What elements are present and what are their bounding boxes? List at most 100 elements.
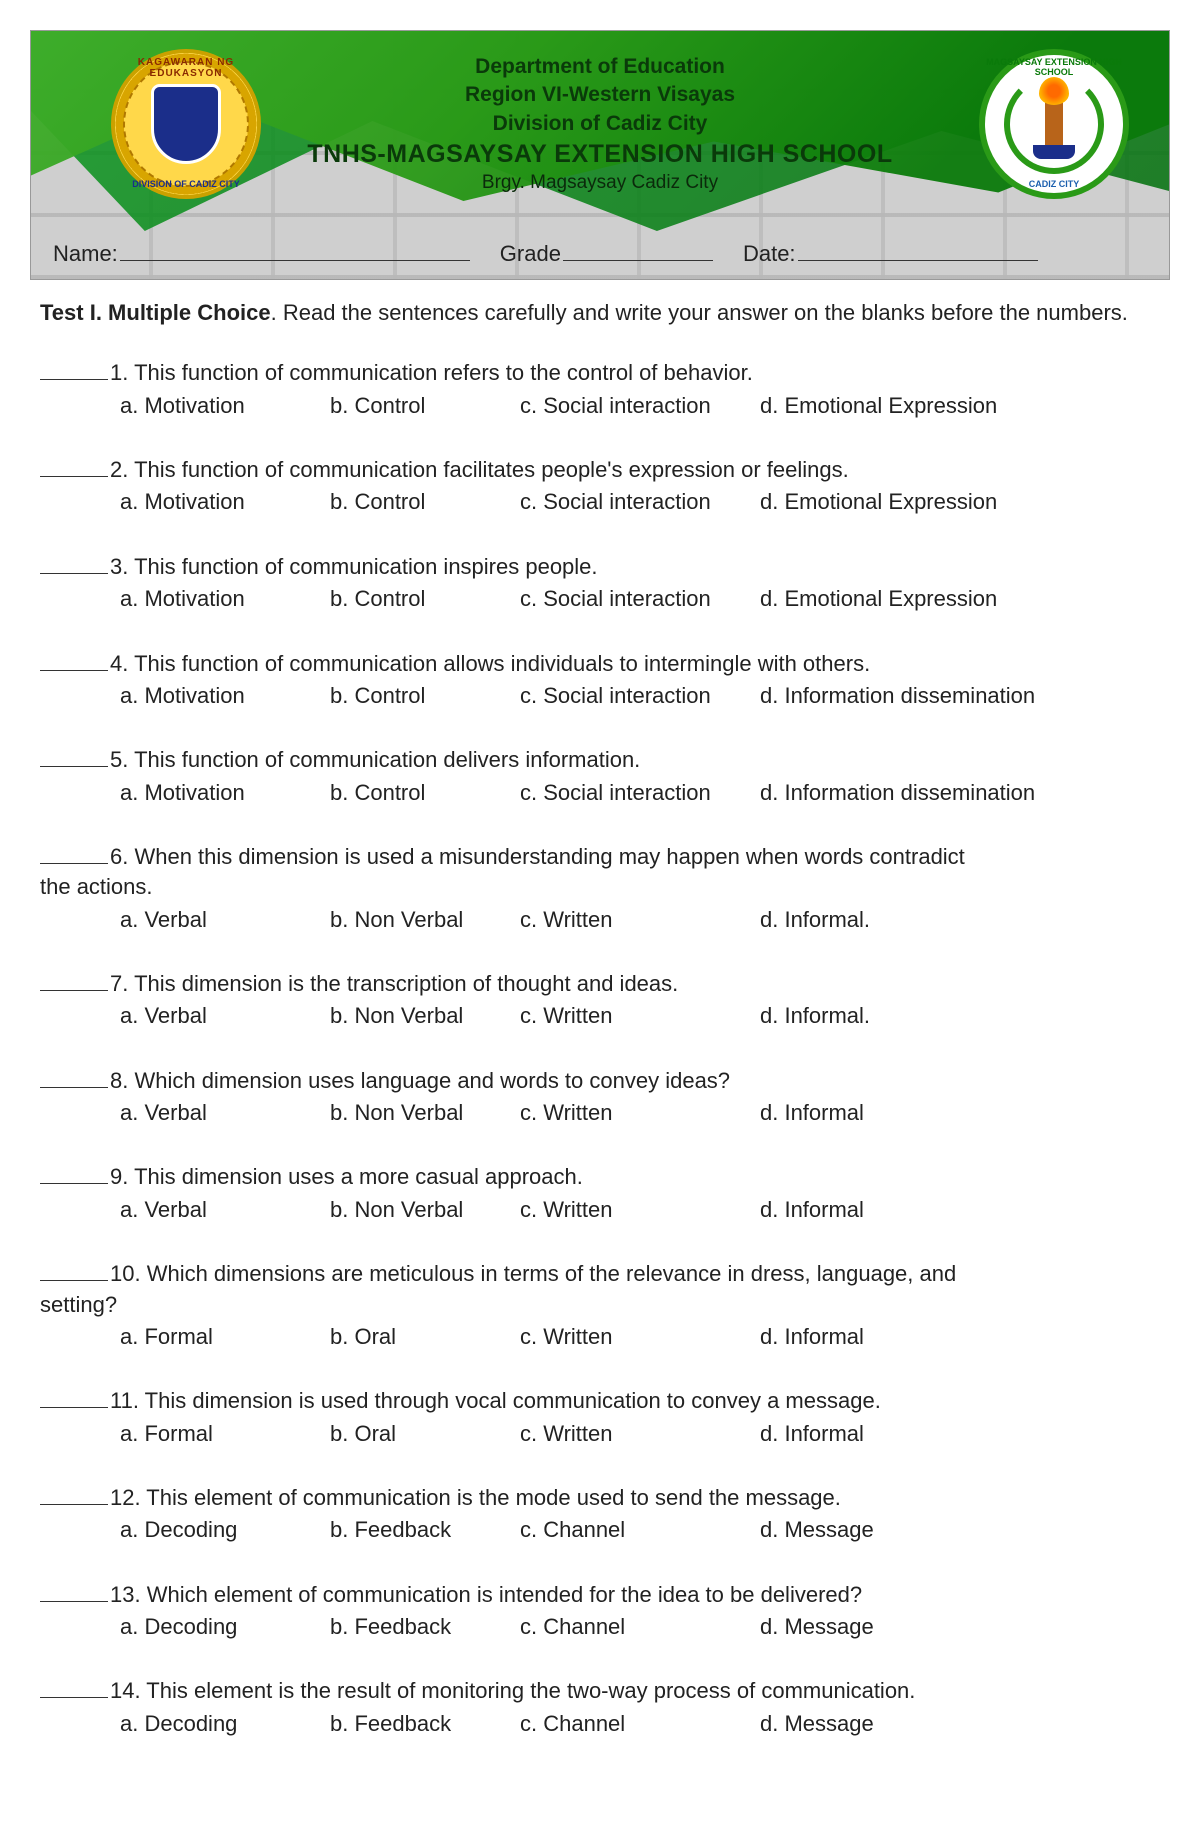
answer-blank[interactable]	[40, 1261, 108, 1281]
question: 2. This function of communication facili…	[40, 455, 1160, 518]
options-row: a. Motivationb. Controlc. Social interac…	[40, 391, 1160, 421]
options-row: a. Formalb. Oralc. Writtend. Informal	[40, 1419, 1160, 1449]
content: Test I. Multiple Choice. Read the senten…	[30, 280, 1170, 1739]
answer-blank[interactable]	[40, 747, 108, 767]
question-stem-row: 4. This function of communication allows…	[40, 649, 1160, 679]
question-stem-row: 11. This dimension is used through vocal…	[40, 1386, 1160, 1416]
question-stem-wrap: setting?	[40, 1290, 1160, 1320]
option: a. Formal	[120, 1322, 330, 1352]
grade-blank[interactable]	[563, 239, 713, 261]
header-division: Division of Cadiz City	[31, 110, 1169, 138]
option: d. Informal	[760, 1419, 1160, 1449]
option: b. Feedback	[330, 1515, 520, 1545]
question-stem: 6. When this dimension is used a misunde…	[110, 842, 965, 872]
answer-blank[interactable]	[40, 971, 108, 991]
option: d. Message	[760, 1709, 1160, 1739]
name-blank[interactable]	[120, 239, 470, 261]
option: c. Social interaction	[520, 778, 760, 808]
options-row: a. Motivationb. Controlc. Social interac…	[40, 487, 1160, 517]
grade-label: Grade	[500, 241, 561, 267]
option: c. Channel	[520, 1612, 760, 1642]
option: b. Feedback	[330, 1709, 520, 1739]
option: b. Oral	[330, 1419, 520, 1449]
question-stem: 7. This dimension is the transcription o…	[110, 969, 678, 999]
header-address: Brgy. Magsaysay Cadiz City	[31, 172, 1169, 194]
option: b. Feedback	[330, 1612, 520, 1642]
option: b. Non Verbal	[330, 1195, 520, 1225]
question-stem: 12. This element of communication is the…	[110, 1483, 841, 1513]
question: 8. Which dimension uses language and wor…	[40, 1066, 1160, 1129]
question-stem-row: 9. This dimension uses a more casual app…	[40, 1162, 1160, 1192]
options-row: a. Decodingb. Feedbackc. Channeld. Messa…	[40, 1709, 1160, 1739]
option: d. Emotional Expression	[760, 584, 1160, 614]
option: a. Motivation	[120, 584, 330, 614]
question-stem: 8. Which dimension uses language and wor…	[110, 1066, 730, 1096]
option: b. Oral	[330, 1322, 520, 1352]
question: 14. This element is the result of monito…	[40, 1676, 1160, 1739]
option: b. Non Verbal	[330, 1001, 520, 1031]
header-school: TNHS-MAGSAYSAY EXTENSION HIGH SCHOOL	[31, 138, 1169, 172]
options-row: a. Decodingb. Feedbackc. Channeld. Messa…	[40, 1612, 1160, 1642]
question-stem: 14. This element is the result of monito…	[110, 1676, 915, 1706]
question-stem-row: 5. This function of communication delive…	[40, 745, 1160, 775]
option: a. Decoding	[120, 1709, 330, 1739]
option: c. Channel	[520, 1515, 760, 1545]
question-stem: 9. This dimension uses a more casual app…	[110, 1162, 583, 1192]
answer-blank[interactable]	[40, 651, 108, 671]
question-stem: 1. This function of communication refers…	[110, 358, 753, 388]
option: d. Informal.	[760, 1001, 1160, 1031]
options-row: a. Motivationb. Controlc. Social interac…	[40, 778, 1160, 808]
question-stem-row: 7. This dimension is the transcription o…	[40, 969, 1160, 999]
question-stem-row: 1. This function of communication refers…	[40, 358, 1160, 388]
option: b. Non Verbal	[330, 1098, 520, 1128]
test-heading: Test I. Multiple Choice. Read the senten…	[40, 298, 1160, 328]
answer-blank[interactable]	[40, 457, 108, 477]
question-stem-row: 10. Which dimensions are meticulous in t…	[40, 1259, 1160, 1289]
option: a. Verbal	[120, 1001, 330, 1031]
page: KAGAWARAN NG EDUKASYON DIVISION OF CADIZ…	[0, 0, 1200, 1833]
header-banner: KAGAWARAN NG EDUKASYON DIVISION OF CADIZ…	[30, 30, 1170, 280]
answer-blank[interactable]	[40, 1164, 108, 1184]
question-stem: 10. Which dimensions are meticulous in t…	[110, 1259, 956, 1289]
answer-blank[interactable]	[40, 360, 108, 380]
option: c. Written	[520, 1322, 760, 1352]
options-row: a. Motivationb. Controlc. Social interac…	[40, 584, 1160, 614]
option: b. Control	[330, 487, 520, 517]
question: 6. When this dimension is used a misunde…	[40, 842, 1160, 935]
answer-blank[interactable]	[40, 1485, 108, 1505]
answer-blank[interactable]	[40, 1678, 108, 1698]
answer-blank[interactable]	[40, 554, 108, 574]
option: c. Social interaction	[520, 584, 760, 614]
question-stem: 5. This function of communication delive…	[110, 745, 640, 775]
option: b. Control	[330, 681, 520, 711]
question: 1. This function of communication refers…	[40, 358, 1160, 421]
question: 7. This dimension is the transcription o…	[40, 969, 1160, 1032]
answer-blank[interactable]	[40, 844, 108, 864]
question: 12. This element of communication is the…	[40, 1483, 1160, 1546]
date-blank[interactable]	[798, 239, 1038, 261]
date-label: Date:	[743, 241, 796, 267]
option: a. Motivation	[120, 391, 330, 421]
test-instructions: . Read the sentences carefully and write…	[271, 300, 1128, 325]
answer-blank[interactable]	[40, 1582, 108, 1602]
option: c. Social interaction	[520, 681, 760, 711]
header-text-block: Department of Education Region VI-Wester…	[31, 53, 1169, 194]
answer-blank[interactable]	[40, 1068, 108, 1088]
option: d. Emotional Expression	[760, 391, 1160, 421]
options-row: a. Verbalb. Non Verbalc. Writtend. Infor…	[40, 1001, 1160, 1031]
question-stem: 2. This function of communication facili…	[110, 455, 849, 485]
option: d. Information dissemination	[760, 681, 1160, 711]
options-row: a. Motivationb. Controlc. Social interac…	[40, 681, 1160, 711]
option: a. Motivation	[120, 487, 330, 517]
question-stem: 11. This dimension is used through vocal…	[110, 1386, 881, 1416]
option: a. Decoding	[120, 1515, 330, 1545]
option: a. Motivation	[120, 778, 330, 808]
option: c. Written	[520, 1195, 760, 1225]
options-row: a. Verbalb. Non Verbalc. Writtend. Infor…	[40, 1195, 1160, 1225]
answer-blank[interactable]	[40, 1388, 108, 1408]
option: c. Written	[520, 1098, 760, 1128]
question-stem-row: 12. This element of communication is the…	[40, 1483, 1160, 1513]
option: d. Message	[760, 1515, 1160, 1545]
option: a. Formal	[120, 1419, 330, 1449]
question: 9. This dimension uses a more casual app…	[40, 1162, 1160, 1225]
